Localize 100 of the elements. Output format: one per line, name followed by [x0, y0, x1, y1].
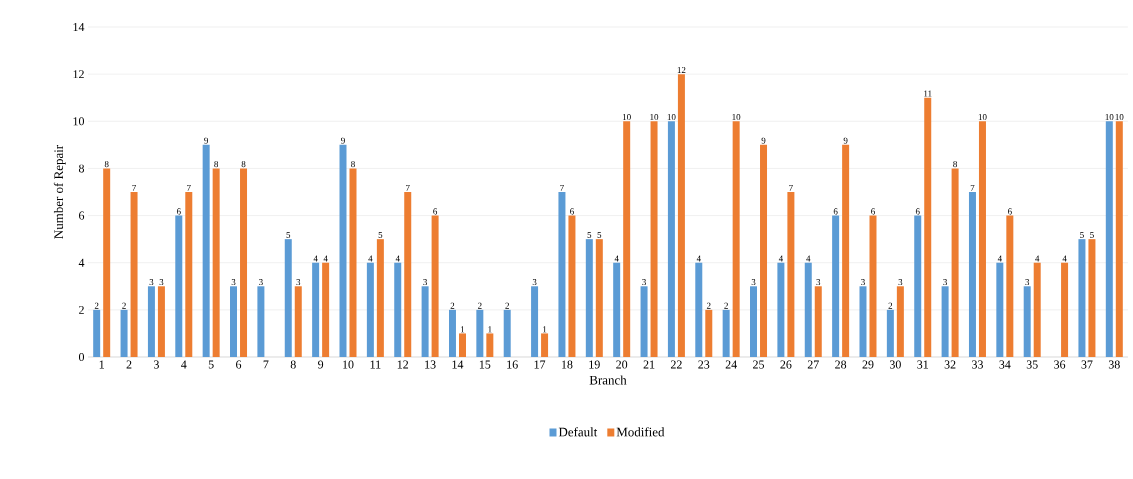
data-label: 7 — [132, 184, 137, 191]
data-label: 3 — [532, 279, 537, 286]
bar — [859, 286, 867, 357]
data-label: 3 — [861, 279, 865, 286]
bar — [421, 286, 429, 357]
x-tick-label: 9 — [318, 360, 324, 369]
x-tick-label: 25 — [753, 360, 765, 369]
data-label: 10 — [1105, 114, 1114, 121]
bar — [458, 333, 466, 357]
x-tick-label: 2 — [126, 360, 132, 369]
data-label: 7 — [560, 184, 564, 191]
bar — [695, 262, 703, 357]
data-label: 12 — [677, 67, 686, 73]
x-tick-label: 29 — [862, 360, 874, 369]
x-tick-label: 27 — [807, 360, 819, 369]
bar — [404, 192, 412, 357]
x-tick-label: 4 — [181, 360, 187, 369]
bar — [147, 286, 155, 357]
data-label: 3 — [1025, 279, 1030, 286]
y-tick-label: 2 — [79, 305, 84, 314]
bar — [896, 286, 904, 357]
data-label: 4 — [614, 255, 619, 262]
bar — [650, 121, 658, 357]
bar — [787, 192, 795, 357]
data-label: 9 — [761, 137, 766, 144]
x-tick-label: 13 — [425, 360, 436, 369]
bar — [585, 239, 593, 357]
data-label: 8 — [241, 161, 246, 168]
bar — [978, 121, 986, 357]
x-tick-label: 34 — [999, 360, 1011, 369]
bar — [1105, 121, 1113, 357]
data-label: 6 — [915, 208, 920, 215]
bar — [294, 286, 302, 357]
x-tick-label: 36 — [1054, 360, 1066, 369]
bar — [431, 215, 439, 357]
bar — [120, 309, 128, 357]
data-label: 3 — [751, 279, 756, 286]
x-tick-label: 23 — [698, 360, 710, 369]
data-label: 3 — [259, 279, 263, 286]
bar — [951, 168, 959, 357]
data-label: 3 — [816, 279, 821, 286]
data-label: 8 — [351, 161, 355, 168]
bar — [705, 309, 713, 357]
data-label: 2 — [450, 302, 455, 309]
bar — [366, 262, 374, 357]
bar — [240, 168, 248, 357]
bar — [1115, 121, 1123, 357]
x-tick-label: 17 — [534, 360, 546, 369]
data-label: 2 — [94, 302, 99, 309]
data-label: 5 — [597, 231, 602, 238]
x-tick-label: 14 — [452, 360, 464, 369]
data-label: 3 — [231, 279, 236, 286]
x-tick-label: 7 — [263, 360, 269, 369]
data-label: 4 — [806, 255, 811, 262]
bar — [832, 215, 840, 357]
data-label: 4 — [395, 255, 400, 262]
y-tick-label: 8 — [78, 164, 85, 173]
bar — [722, 309, 730, 357]
y-tick-label: 6 — [79, 211, 85, 220]
bar — [394, 262, 402, 357]
data-label: 4 — [368, 255, 373, 262]
bar — [1078, 239, 1086, 357]
data-label: 4 — [1062, 255, 1067, 262]
y-axis-title: Number of Repair — [53, 144, 66, 239]
y-tick-label: 10 — [73, 117, 85, 126]
bar — [869, 215, 877, 357]
data-label: 7 — [789, 184, 793, 191]
x-tick-label: 33 — [972, 360, 983, 369]
bar — [804, 262, 812, 357]
bar — [613, 262, 621, 357]
data-label: 4 — [778, 255, 783, 262]
x-tick-label: 10 — [343, 360, 354, 369]
bar — [202, 144, 210, 357]
bar — [968, 192, 976, 357]
data-label: 1 — [461, 326, 465, 333]
bar — [230, 286, 238, 357]
data-label: 7 — [406, 184, 410, 191]
data-label: 1 — [543, 326, 547, 333]
data-label: 8 — [104, 161, 109, 168]
y-tick-label: 4 — [78, 258, 85, 267]
x-tick-label: 22 — [670, 360, 682, 369]
x-tick-label: 12 — [397, 360, 409, 369]
data-label: 11 — [924, 90, 932, 97]
data-label: 9 — [843, 137, 848, 144]
x-tick-label: 32 — [944, 360, 956, 369]
data-label: 6 — [570, 208, 574, 215]
data-label: 1 — [488, 326, 492, 333]
bar — [212, 168, 220, 357]
x-tick-label: 15 — [479, 360, 491, 369]
bar — [376, 239, 384, 357]
x-tick-label: 18 — [562, 360, 573, 369]
bar — [175, 215, 183, 357]
bar — [257, 286, 265, 357]
data-label: 6 — [433, 208, 438, 215]
bar — [886, 309, 894, 357]
x-tick-label: 8 — [290, 360, 296, 369]
bar — [130, 192, 138, 357]
data-label: 8 — [214, 161, 219, 168]
bar — [349, 168, 357, 357]
data-label: 4 — [1035, 255, 1040, 262]
